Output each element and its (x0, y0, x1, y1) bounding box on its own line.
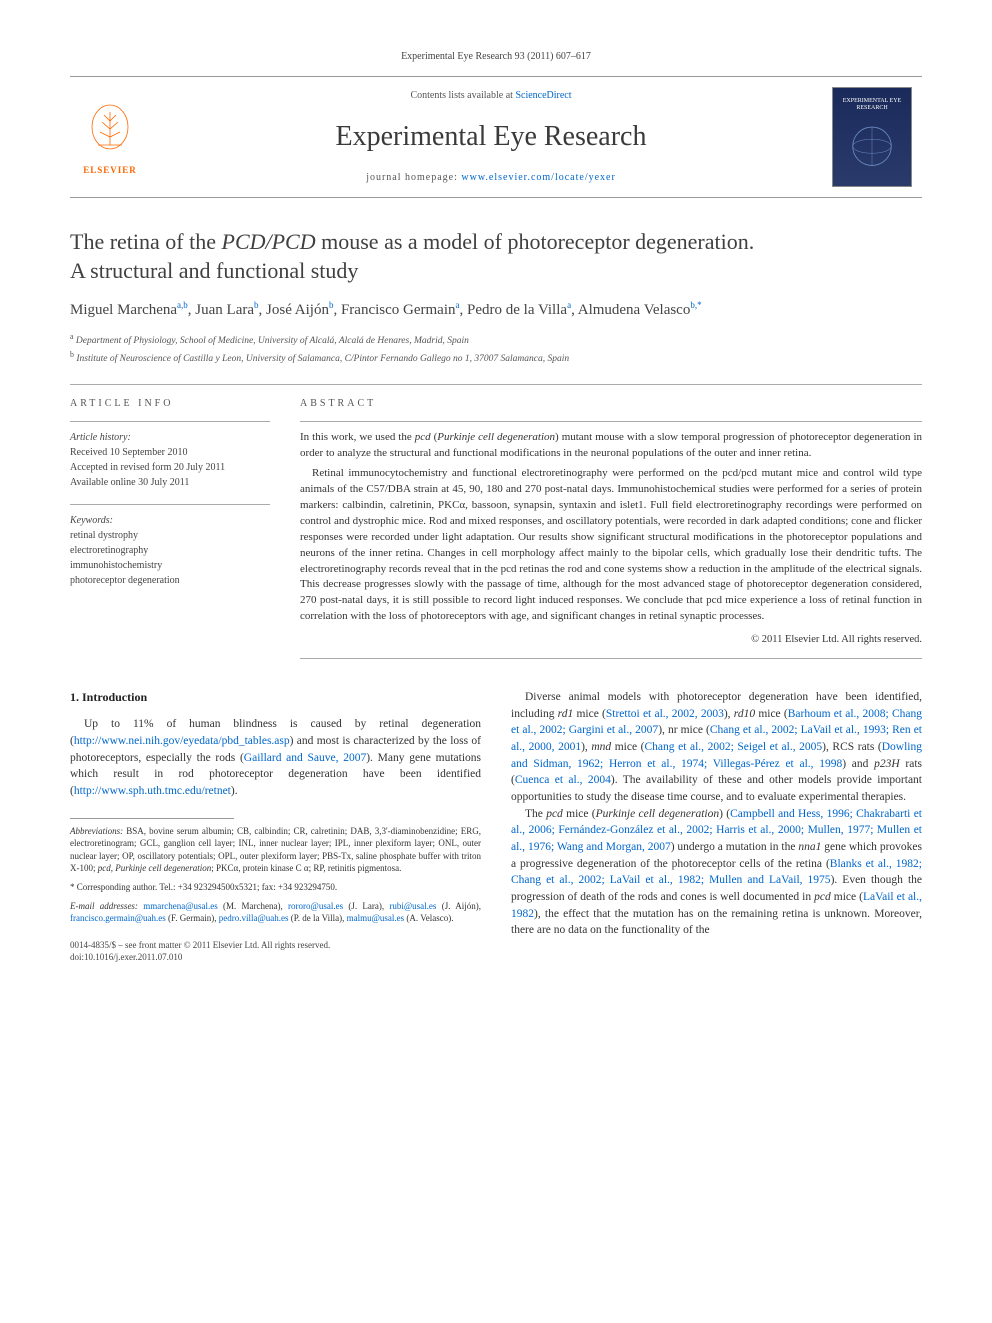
intro-para-3: The pcd mice (Purkinje cell degeneration… (511, 806, 922, 939)
issn-copyright: 0014-4835/$ – see front matter © 2011 El… (70, 939, 481, 952)
article-history: Article history: Received 10 September 2… (70, 430, 270, 490)
journal-cover-thumbnail: EXPERIMENTAL EYE RESEARCH (832, 87, 912, 187)
divider (70, 384, 922, 385)
doi: doi:10.1016/j.exer.2011.07.010 (70, 951, 481, 964)
affiliations: a Department of Physiology, School of Me… (70, 331, 922, 366)
ref-chang2[interactable]: Chang et al., 2002; Seigel et al., 2005 (645, 741, 823, 753)
email-germain[interactable]: francisco.germain@uah.es (70, 913, 166, 923)
elsevier-tree-icon (80, 97, 140, 157)
author-list: Miguel Marchenaa,b, Juan Larab, José Aij… (70, 299, 922, 321)
email-footnote: E-mail addresses: mmarchena@usal.es (M. … (70, 900, 481, 925)
journal-title: Experimental Eye Research (150, 117, 832, 156)
contents-available: Contents lists available at ScienceDirec… (150, 89, 832, 103)
body-right-column: Diverse animal models with photoreceptor… (511, 689, 922, 964)
abbreviations-footnote: Abbreviations: BSA, bovine serum albumin… (70, 825, 481, 875)
article-info-sidebar: ARTICLE INFO Article history: Received 1… (70, 397, 270, 659)
intro-para-2: Diverse animal models with photoreceptor… (511, 689, 922, 806)
citation-line: Experimental Eye Research 93 (2011) 607–… (70, 50, 922, 64)
homepage-link[interactable]: www.elsevier.com/locate/yexer (461, 172, 615, 183)
ref-gaillard[interactable]: Gaillard and Sauve, 2007 (244, 752, 366, 764)
journal-homepage: journal homepage: www.elsevier.com/locat… (150, 171, 832, 185)
retnet-link[interactable]: http://www.sph.uth.tmc.edu/retnet (74, 785, 231, 797)
email-aijon[interactable]: rubi@usal.es (389, 901, 436, 911)
body-left-column: 1. Introduction Up to 11% of human blind… (70, 689, 481, 964)
sciencedirect-link[interactable]: ScienceDirect (515, 90, 571, 101)
footnote-divider (70, 818, 234, 819)
intro-heading: 1. Introduction (70, 689, 481, 706)
nei-link[interactable]: http://www.nei.nih.gov/eyedata/pbd_table… (74, 735, 290, 747)
email-villa[interactable]: pedro.villa@uah.es (219, 913, 289, 923)
email-velasco[interactable]: malmu@usal.es (347, 913, 405, 923)
journal-header: ELSEVIER Contents lists available at Sci… (70, 76, 922, 198)
article-title: The retina of the PCD/PCD mouse as a mod… (70, 228, 922, 285)
body-two-column: 1. Introduction Up to 11% of human blind… (70, 689, 922, 964)
abstract-heading: ABSTRACT (300, 397, 922, 411)
copyright: © 2011 Elsevier Ltd. All rights reserved… (300, 633, 922, 648)
abstract-column: ABSTRACT In this work, we used the pcd (… (300, 397, 922, 659)
ref-strettoi[interactable]: Strettoi et al., 2002, 2003 (606, 708, 724, 720)
corresponding-author-footnote: * Corresponding author. Tel.: +34 923294… (70, 881, 481, 894)
publisher-logo-block: ELSEVIER (70, 97, 150, 177)
email-lara[interactable]: rororo@usal.es (288, 901, 343, 911)
abstract-text: In this work, we used the pcd (Purkinje … (300, 430, 922, 625)
publisher-name: ELSEVIER (70, 164, 150, 177)
ref-cuenca[interactable]: Cuenca et al., 2004 (515, 774, 611, 786)
article-info-heading: ARTICLE INFO (70, 397, 270, 411)
keywords: Keywords: retinal dystrophy electroretin… (70, 513, 270, 588)
intro-para-1: Up to 11% of human blindness is caused b… (70, 716, 481, 799)
email-marchena[interactable]: mmarchena@usal.es (143, 901, 218, 911)
